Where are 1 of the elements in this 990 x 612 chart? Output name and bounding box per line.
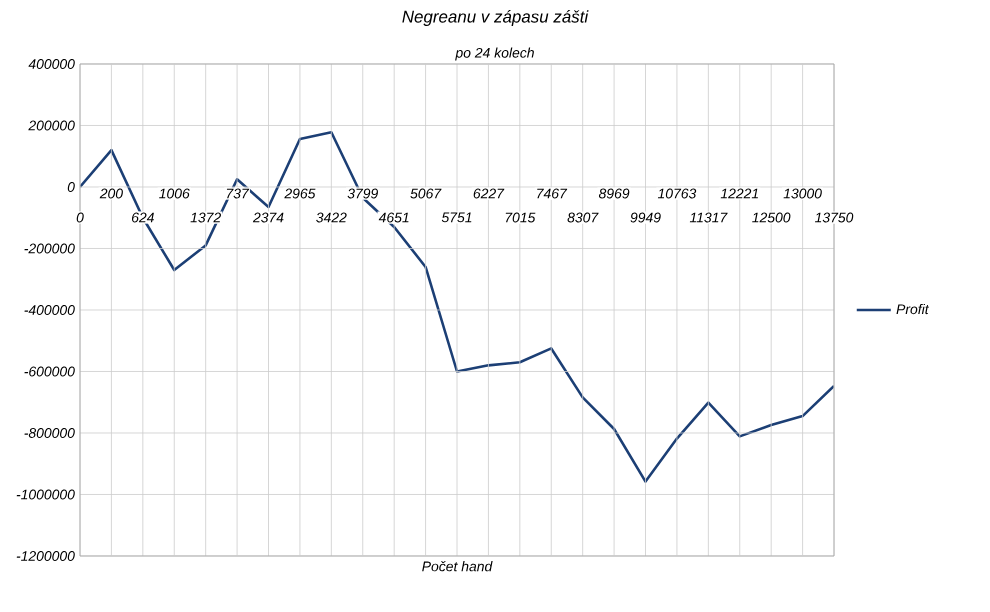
chart-title: Negreanu v zápasu zášti [402,10,589,26]
